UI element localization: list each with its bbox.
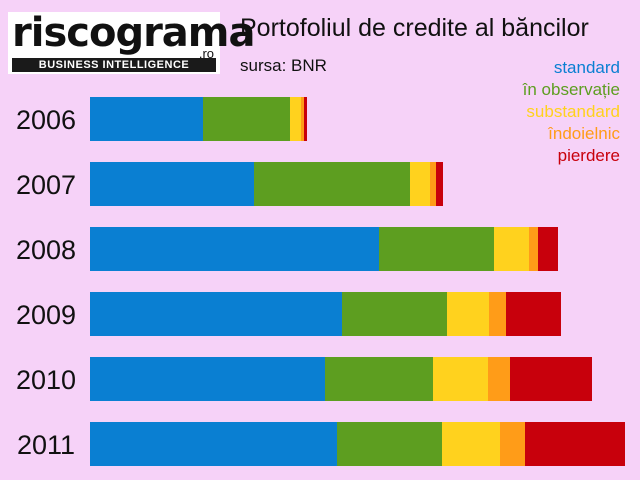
bar-2007-series-0 [90, 162, 254, 206]
year-label-2009: 2009 [16, 300, 76, 330]
bar-2011-series-1 [337, 422, 442, 466]
bar-2010-series-0 [90, 357, 325, 401]
year-label-2007: 2007 [16, 170, 76, 200]
bar-2009-series-1 [342, 292, 447, 336]
logo-domain: .ro [198, 46, 214, 61]
legend-item-3: îndoielnic [548, 124, 620, 143]
bar-2011-series-4 [525, 422, 625, 466]
bar-2009-series-4 [506, 292, 561, 336]
bar-2011-series-3 [500, 422, 525, 466]
legend-item-4: pierdere [557, 146, 620, 165]
bar-2011-series-2 [442, 422, 500, 466]
bar-2009-series-2 [447, 292, 489, 336]
bar-2006-series-1 [203, 97, 290, 141]
logo-tagline: BUSINESS INTELLIGENCE [12, 58, 216, 72]
bar-2009-series-0 [90, 292, 342, 336]
bar-2007-series-1 [254, 162, 410, 206]
bar-2006-series-0 [90, 97, 203, 141]
bar-2010-series-2 [433, 357, 488, 401]
bar-2010-series-1 [325, 357, 433, 401]
bar-2008-series-2 [494, 227, 529, 271]
year-label-2008: 2008 [16, 235, 76, 265]
riscograma-logo: riscograma .ro BUSINESS INTELLIGENCE [8, 10, 255, 74]
bar-2008-series-0 [90, 227, 379, 271]
logo-brand: riscograma [12, 10, 255, 56]
bar-2007-series-2 [410, 162, 430, 206]
legend-item-1: în observație [522, 80, 620, 99]
chart-title: Portofoliul de credite al băncilor [240, 14, 589, 42]
chart-source: sursa: BNR [240, 56, 327, 75]
bar-2006-series-4 [304, 97, 307, 141]
year-label-2006: 2006 [16, 105, 76, 135]
bar-2010-series-4 [510, 357, 592, 401]
bar-2008-series-4 [538, 227, 558, 271]
legend-item-0: standard [553, 58, 620, 77]
legend-item-2: substandard [526, 102, 620, 121]
year-label-2011: 2011 [17, 430, 75, 460]
year-label-2010: 2010 [16, 365, 76, 395]
bar-2011-series-0 [90, 422, 337, 466]
bar-2006-series-2 [290, 97, 301, 141]
bar-2008-series-3 [529, 227, 538, 271]
bar-2006-series-3 [301, 97, 304, 141]
bar-2007-series-4 [436, 162, 443, 206]
bar-2010-series-3 [488, 357, 510, 401]
bar-2007-series-3 [430, 162, 436, 206]
bar-2008-series-1 [379, 227, 494, 271]
bar-2009-series-3 [489, 292, 506, 336]
